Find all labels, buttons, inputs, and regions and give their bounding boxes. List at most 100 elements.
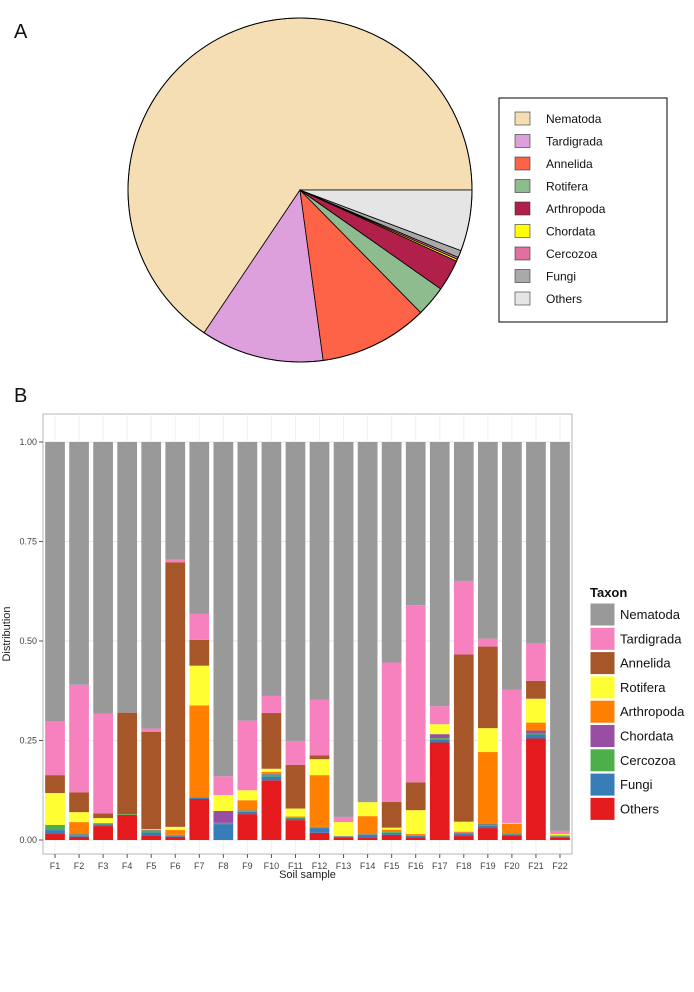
bar-f14-nematoda	[357, 442, 378, 803]
x-tick-label-f10: F10	[264, 861, 280, 871]
bar-f16-nematoda	[405, 442, 426, 606]
bar-f9-fungi	[237, 811, 258, 815]
bar-f16-fungi	[405, 836, 426, 839]
bar-f21-cercozoa	[526, 733, 546, 735]
bar-f11-tardigrada	[285, 740, 306, 765]
bar-f20-arthropoda	[502, 823, 522, 834]
bar-f12-fungi	[309, 828, 330, 833]
x-tick-label-f12: F12	[312, 861, 328, 871]
bar-f21-nematoda	[526, 442, 546, 643]
bar-f6-rotifera	[165, 826, 186, 831]
bar-f19-rotifera	[477, 728, 498, 753]
bar-f19-others	[477, 828, 498, 840]
bar-f16-arthropoda	[405, 834, 426, 836]
bar-f9-rotifera	[237, 790, 258, 801]
pie-legend-label-rotifera: Rotifera	[546, 180, 588, 194]
x-tick-label-f15: F15	[384, 861, 400, 871]
bar-f18-others	[453, 836, 474, 840]
bar-f15-nematoda	[381, 442, 402, 663]
bar-f2-annelida	[69, 792, 89, 813]
bar-f3-others	[93, 826, 113, 840]
bar-f1-tardigrada	[45, 721, 65, 776]
stacked-bar-chart: 0.00 0.25 0.50 0.75 1.00 F1 F2 F3 F4 F5 F6 F7 F8 F9 F1…	[1, 413, 573, 881]
bar-f2-tardigrada	[69, 684, 89, 793]
bar-legend-swatch-rotifera	[589, 675, 616, 700]
bar-f20-tardigrada	[502, 689, 522, 823]
bar-legend-label-chordata: Chordata	[620, 729, 674, 744]
bar-f21-tardigrada	[526, 642, 546, 681]
pie-legend-label-others: Others	[546, 292, 582, 306]
bar-f3-nematoda	[93, 442, 113, 714]
bar-legend-label-rotifera: Rotifera	[620, 680, 666, 695]
pie-legend-label-cercozoa: Cercozoa	[546, 247, 598, 261]
bar-f6-others	[165, 836, 186, 840]
bar-f5-rotifera	[141, 829, 162, 831]
x-tick-label-f8: F8	[218, 861, 229, 871]
pie-legend-swatch-cercozoa	[514, 246, 531, 261]
bar-f18-annelida	[453, 654, 474, 822]
bar-f21-chordata	[526, 730, 546, 734]
bar-f9-tardigrada	[237, 720, 258, 791]
bar-f16-rotifera	[405, 810, 426, 835]
bar-f13-fungi	[333, 836, 354, 839]
bar-f11-arthropoda	[285, 816, 306, 818]
bar-f18-cercozoa	[453, 832, 474, 835]
bar-legend-label-fungi: Fungi	[620, 777, 653, 792]
x-tick-label-f2: F2	[74, 861, 85, 871]
bar-f15-others	[381, 834, 402, 840]
bar-legend-label-others: Others	[620, 801, 660, 816]
bar-f15-fungi	[381, 832, 402, 835]
bar-f17-nematoda	[429, 442, 450, 707]
pie-legend-swatch-annelida	[514, 156, 531, 171]
bar-f1-others	[45, 834, 65, 840]
x-tick-label-f13: F13	[336, 861, 352, 871]
bar-f14-others	[357, 838, 378, 840]
bar-f10-others	[261, 780, 282, 840]
bar-f20-rotifera	[502, 822, 522, 824]
pie-legend-label-fungi: Fungi	[546, 270, 576, 284]
bar-legend-label-annelida: Annelida	[620, 656, 671, 671]
bar-f10-nematoda	[261, 442, 282, 696]
bar-f14-arthropoda	[357, 816, 378, 835]
bar-f1-annelida	[45, 775, 65, 794]
bar-f3-arthropoda	[93, 822, 113, 824]
bar-legend-label-cercozoa: Cercozoa	[620, 753, 676, 768]
bar-f18-arthropoda	[453, 831, 474, 833]
bar-legend-swatch-chordata	[589, 724, 616, 748]
bar-f14-fungi	[357, 834, 378, 839]
x-tick-label-f21: F21	[528, 861, 544, 871]
bar-f21-arthropoda	[526, 722, 546, 731]
bar-f12-annelida	[309, 755, 330, 760]
bar-legend-swatch-others	[589, 796, 616, 821]
bar-f15-tardigrada	[381, 662, 402, 802]
pie-legend-swatch-arthropoda	[514, 201, 531, 216]
bar-f6-fungi	[165, 836, 186, 837]
bar-f6-tardigrada	[165, 559, 186, 563]
bar-f5-annelida	[141, 731, 162, 830]
bar-f17-tardigrada	[429, 706, 450, 725]
bar-f12-tardigrada	[309, 699, 330, 756]
bar-f21-annelida	[526, 680, 546, 699]
x-tick-label-f11: F11	[288, 861, 303, 871]
bar-f15-arthropoda	[381, 829, 402, 832]
bar-f12-cercozoa	[309, 827, 330, 829]
bar-f2-fungi	[69, 835, 89, 837]
x-tick-label-f9: F9	[242, 861, 253, 871]
x-tick-label-f18: F18	[456, 861, 472, 871]
bar-f11-cercozoa	[285, 817, 306, 819]
bar-f5-nematoda	[141, 442, 162, 729]
bar-f20-nematoda	[502, 442, 522, 690]
bar-legend-swatch-cercozoa	[589, 748, 616, 773]
bar-f17-chordata	[429, 734, 450, 739]
bar-f11-nematoda	[285, 442, 306, 741]
bar-f8-nematoda	[213, 442, 234, 777]
bar-f5-cercozoa	[141, 830, 162, 833]
bar-f18-rotifera	[453, 821, 474, 832]
pie-legend-label-chordata: Chordata	[546, 225, 596, 239]
panel-label-a: A	[14, 21, 28, 43]
bar-f12-rotifera	[309, 759, 330, 776]
y-tick-label: 1.00	[19, 437, 37, 447]
bar-f6-annelida	[165, 562, 186, 827]
bar-f12-others	[309, 832, 330, 840]
